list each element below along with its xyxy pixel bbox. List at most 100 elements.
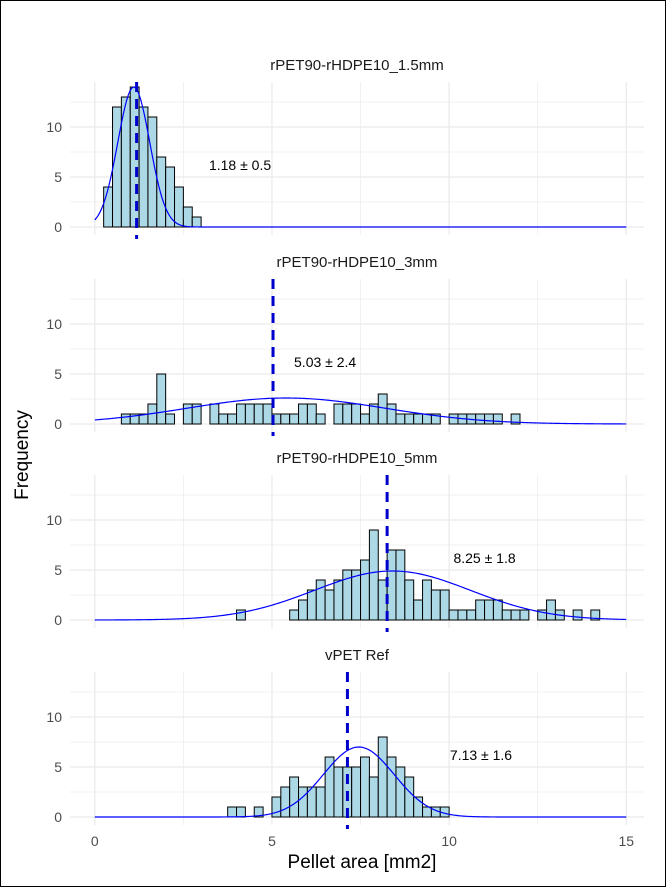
histogram-bar (492, 599, 503, 621)
mean-sd-annotation: 1.18 ± 0.5 (209, 157, 271, 173)
histogram-bar (227, 413, 238, 425)
histogram-bar (156, 373, 167, 425)
density-curve (94, 397, 627, 425)
panel-title: rPET90-rHDPE10_3mm (277, 254, 438, 271)
histogram-bar (439, 589, 450, 621)
histogram-bar (280, 786, 291, 818)
histogram-bar (413, 413, 424, 425)
y-tick-label: 5 (54, 562, 62, 578)
y-tick-label: 10 (46, 316, 62, 332)
histogram-bar (395, 766, 406, 818)
histogram-bar (475, 599, 486, 621)
histogram-bar (191, 216, 202, 228)
histogram-bar (395, 549, 406, 621)
histogram-bar (430, 589, 441, 621)
density-curve (94, 570, 627, 621)
histogram-bar (422, 579, 432, 621)
histogram-bar (324, 589, 335, 621)
histogram-bar (457, 609, 468, 621)
histogram-bar (351, 766, 362, 818)
histogram-bar (182, 206, 193, 228)
histogram-bar (395, 413, 406, 425)
x-axis-title: Pellet area [mm2] (288, 852, 437, 873)
histogram-bar (333, 766, 344, 818)
histogram-bar (448, 609, 459, 621)
y-tick-label: 5 (54, 366, 62, 382)
panel-3: 0 5 10 rPET90-rHDPE10_5mm 8.25 ± 1.8 (46, 450, 644, 632)
histogram-bar (333, 579, 344, 621)
panel-4: 0 5 10 vPET Ref 7.13 ± 1.6 (46, 647, 644, 829)
histogram-bar (315, 413, 326, 425)
histogram-bar (430, 413, 441, 425)
histogram-bar (404, 776, 415, 818)
panel-1: 0 5 10 rPET90-rHDPE10_1.5mm 1.18 ± 0.5 (46, 57, 644, 239)
histogram-bar (244, 403, 255, 425)
histogram-bar (404, 579, 415, 621)
histogram-bar (289, 776, 300, 818)
panel-2: 0 5 10 rPET90-rHDPE10_3mm 5.03 ± 2.4 (46, 254, 644, 436)
panel-title: vPET Ref (325, 647, 390, 664)
y-tick-label: 10 (46, 512, 62, 528)
x-tick-label: 0 (91, 833, 99, 849)
histogram-bar (466, 609, 477, 621)
y-axis-title: Frequency (12, 410, 33, 500)
histogram-bar (236, 609, 246, 621)
histogram-bar (165, 413, 176, 425)
histogram-bar (253, 806, 264, 818)
density-curve (94, 746, 627, 818)
histogram-bar (510, 413, 521, 425)
histogram-bar (342, 403, 353, 425)
histogram-bar (236, 403, 246, 425)
histogram-bar (422, 806, 432, 818)
histogram-bar (289, 413, 300, 425)
x-tick-label: 10 (441, 833, 457, 849)
histogram-bar (484, 599, 494, 621)
histogram-bar (120, 413, 131, 425)
histogram-bar (209, 403, 220, 425)
histogram-bar (103, 186, 114, 228)
y-tick-label: 5 (54, 759, 62, 775)
histogram-bar (377, 393, 388, 425)
histogram-bar (227, 806, 238, 818)
histogram-bar (492, 413, 503, 425)
histogram-bar (324, 756, 335, 818)
histogram-bar (368, 529, 379, 621)
histogram-bar (191, 403, 202, 425)
histogram-bar (156, 156, 167, 228)
histogram-bar (218, 413, 229, 425)
histogram-bar (590, 609, 601, 621)
histogram-bar (236, 806, 246, 818)
histogram-bar (112, 106, 122, 228)
histogram-bar (475, 413, 486, 425)
panels-layer: 0 5 10 rPET90-rHDPE10_1.5mm 1.18 ± 0.5 0 5 10 rP… (46, 57, 644, 829)
histogram-bar (360, 413, 370, 425)
mean-sd-annotation: 5.03 ± 2.4 (294, 354, 356, 370)
x-axis: 0 5 10 15 (91, 833, 634, 849)
y-tick-label: 0 (54, 809, 62, 825)
histogram-bar (271, 796, 282, 818)
histogram-bar (298, 403, 308, 425)
histogram-bar (501, 609, 512, 621)
histogram-bar (386, 756, 397, 818)
y-tick-label: 5 (54, 169, 62, 185)
density-curve (94, 86, 627, 228)
histogram-bar (298, 786, 308, 818)
histogram-bar (360, 559, 370, 621)
y-tick-label: 0 (54, 416, 62, 432)
y-tick-label: 0 (54, 219, 62, 235)
y-tick-label: 10 (46, 119, 62, 135)
histogram-bar (448, 413, 459, 425)
histogram-bar (572, 609, 583, 621)
y-tick-label: 0 (54, 612, 62, 628)
panel-title: rPET90-rHDPE10_5mm (277, 450, 438, 467)
histogram-bar (510, 609, 521, 621)
histogram-bar (306, 403, 317, 425)
histogram-bar (360, 756, 370, 818)
y-tick-label: 10 (46, 709, 62, 725)
histogram-bar (253, 403, 264, 425)
histogram-bar (404, 413, 415, 425)
histogram-bar (298, 599, 308, 621)
histogram-bar (546, 599, 556, 621)
histogram-bar (280, 413, 291, 425)
